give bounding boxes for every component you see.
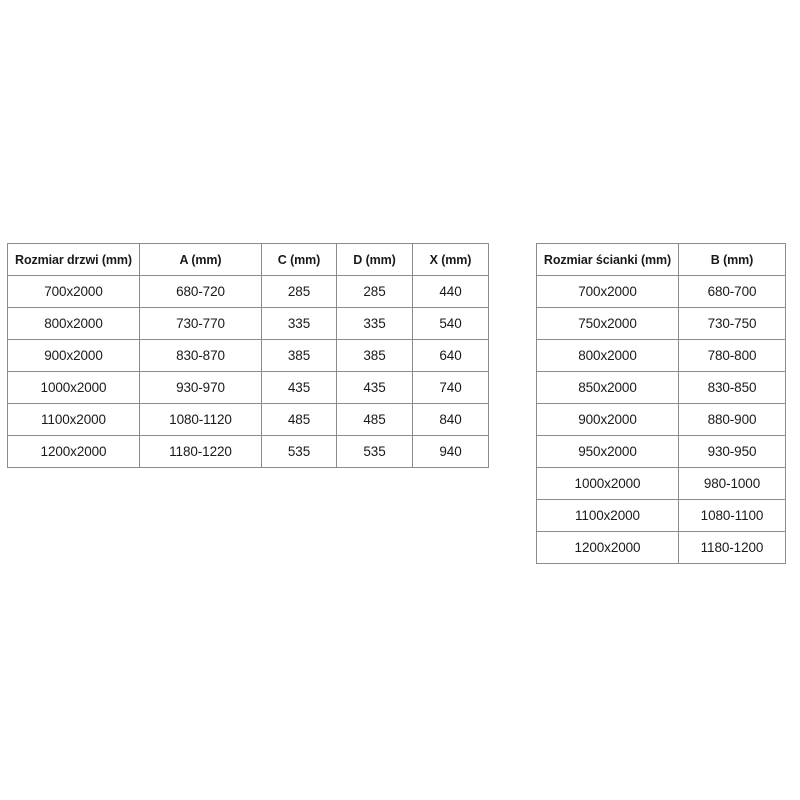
table-row: 1100x2000 1080-1100	[536, 499, 786, 532]
column-header-a: A (mm)	[139, 243, 262, 276]
table-header-row: Rozmiar ścianki (mm) B (mm)	[536, 243, 786, 276]
cell-wall-size: 800x2000	[536, 339, 679, 372]
cell-wall-size: 1200x2000	[536, 531, 679, 564]
cell-a: 930-970	[139, 371, 262, 404]
cell-wall-size: 1000x2000	[536, 467, 679, 500]
cell-d: 485	[336, 403, 413, 436]
table-row: 1000x2000 980-1000	[536, 467, 786, 500]
cell-d: 285	[336, 275, 413, 308]
column-header-d: D (mm)	[336, 243, 413, 276]
cell-wall-size: 1100x2000	[536, 499, 679, 532]
cell-door-size: 1200x2000	[7, 435, 140, 468]
cell-wall-size: 900x2000	[536, 403, 679, 436]
cell-x: 640	[412, 339, 489, 372]
table-header-row: Rozmiar drzwi (mm) A (mm) C (mm) D (mm) …	[7, 243, 489, 276]
cell-b: 780-800	[678, 339, 786, 372]
cell-a: 830-870	[139, 339, 262, 372]
cell-b: 880-900	[678, 403, 786, 436]
cell-c: 485	[261, 403, 337, 436]
cell-c: 335	[261, 307, 337, 340]
cell-wall-size: 750x2000	[536, 307, 679, 340]
door-table-header: Rozmiar drzwi (mm) A (mm) C (mm) D (mm) …	[7, 243, 489, 276]
table-row: 800x2000 780-800	[536, 339, 786, 372]
table-row: 850x2000 830-850	[536, 371, 786, 404]
column-header-b: B (mm)	[678, 243, 786, 276]
cell-b: 830-850	[678, 371, 786, 404]
door-table-body: 700x2000 680-720 285 285 440 800x2000 73…	[7, 275, 489, 468]
cell-c: 435	[261, 371, 337, 404]
cell-d: 335	[336, 307, 413, 340]
cell-c: 385	[261, 339, 337, 372]
cell-wall-size: 850x2000	[536, 371, 679, 404]
table-row: 950x2000 930-950	[536, 435, 786, 468]
cell-b: 1080-1100	[678, 499, 786, 532]
cell-b: 930-950	[678, 435, 786, 468]
cell-d: 385	[336, 339, 413, 372]
cell-x: 540	[412, 307, 489, 340]
table-row: 700x2000 680-700	[536, 275, 786, 308]
table-row: 700x2000 680-720 285 285 440	[7, 275, 489, 308]
table-row: 900x2000 830-870 385 385 640	[7, 339, 489, 372]
column-header-wall-size: Rozmiar ścianki (mm)	[536, 243, 679, 276]
cell-x: 740	[412, 371, 489, 404]
column-header-door-size: Rozmiar drzwi (mm)	[7, 243, 140, 276]
cell-door-size: 1100x2000	[7, 403, 140, 436]
cell-d: 435	[336, 371, 413, 404]
cell-a: 1080-1120	[139, 403, 262, 436]
table-row: 750x2000 730-750	[536, 307, 786, 340]
cell-b: 980-1000	[678, 467, 786, 500]
cell-wall-size: 950x2000	[536, 435, 679, 468]
table-row: 900x2000 880-900	[536, 403, 786, 436]
column-header-x: X (mm)	[412, 243, 489, 276]
cell-door-size: 900x2000	[7, 339, 140, 372]
cell-c: 285	[261, 275, 337, 308]
cell-a: 680-720	[139, 275, 262, 308]
wall-panel-size-specification-table: Rozmiar ścianki (mm) B (mm) 700x2000 680…	[536, 243, 786, 564]
wall-table-body: 700x2000 680-700 750x2000 730-750 800x20…	[536, 275, 786, 564]
cell-a: 1180-1220	[139, 435, 262, 468]
cell-d: 535	[336, 435, 413, 468]
column-header-c: C (mm)	[261, 243, 337, 276]
cell-a: 730-770	[139, 307, 262, 340]
cell-door-size: 700x2000	[7, 275, 140, 308]
door-size-specification-table: Rozmiar drzwi (mm) A (mm) C (mm) D (mm) …	[7, 243, 489, 468]
cell-c: 535	[261, 435, 337, 468]
cell-b: 1180-1200	[678, 531, 786, 564]
cell-x: 940	[412, 435, 489, 468]
cell-x: 440	[412, 275, 489, 308]
cell-door-size: 1000x2000	[7, 371, 140, 404]
wall-table-header: Rozmiar ścianki (mm) B (mm)	[536, 243, 786, 276]
cell-b: 730-750	[678, 307, 786, 340]
table-row: 800x2000 730-770 335 335 540	[7, 307, 489, 340]
cell-wall-size: 700x2000	[536, 275, 679, 308]
table-row: 1200x2000 1180-1220 535 535 940	[7, 435, 489, 468]
table-row: 1000x2000 930-970 435 435 740	[7, 371, 489, 404]
cell-x: 840	[412, 403, 489, 436]
cell-b: 680-700	[678, 275, 786, 308]
cell-door-size: 800x2000	[7, 307, 140, 340]
table-row: 1200x2000 1180-1200	[536, 531, 786, 564]
table-row: 1100x2000 1080-1120 485 485 840	[7, 403, 489, 436]
